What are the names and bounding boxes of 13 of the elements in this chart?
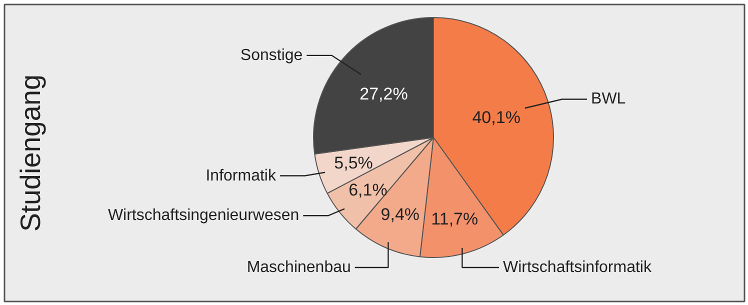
data-label: 40,1% [472, 108, 520, 127]
slice-label: Sonstige [240, 46, 303, 64]
text: Studiengang [15, 74, 46, 232]
data-label: 9,4% [380, 205, 420, 224]
slice-label: BWL [591, 90, 626, 108]
slice-label: Informatik [206, 167, 277, 184]
slice-label: Wirtschaftsingenieurwesen [108, 207, 300, 224]
slice-label: Wirtschaftsinformatik [503, 259, 652, 276]
data-label: 5,5% [334, 154, 373, 173]
data-label: 6,1% [348, 180, 388, 200]
data-label: 11,7% [431, 209, 478, 228]
slice-label: Maschinenbau [246, 259, 351, 276]
data-label: 27,2% [360, 84, 408, 104]
